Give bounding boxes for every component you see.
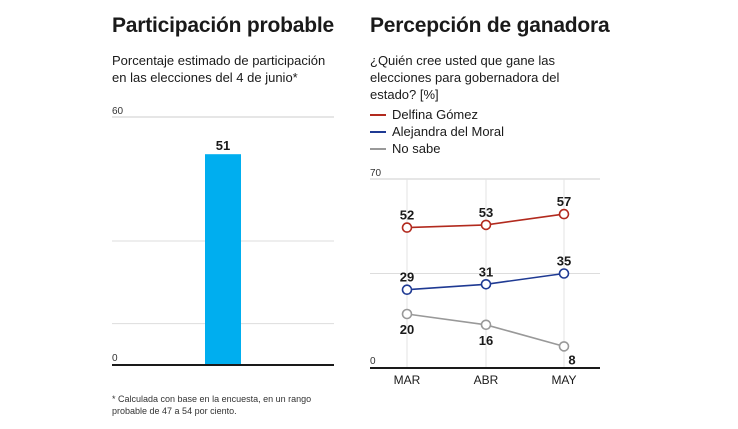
line-y-tick-max: 70	[370, 168, 382, 179]
line-x-tick-may: MAY	[551, 373, 576, 387]
line-point-delfina-abr	[480, 219, 492, 231]
line-value-delfina-abr: 53	[479, 205, 493, 220]
legend-item-alejandra: Alejandra del Moral	[370, 123, 504, 140]
line-point-alejandra-mar	[401, 284, 413, 296]
line-value-nosabe-abr: 16	[479, 333, 493, 348]
legend-swatch-alejandra	[370, 131, 386, 133]
bar-y-tick-min: 0	[112, 353, 118, 364]
chart-subtitle-percepcion: ¿Quién cree usted que gane las eleccione…	[370, 53, 560, 102]
line-value-delfina-may: 57	[557, 194, 571, 209]
line-point-nosabe-may	[558, 341, 570, 352]
line-point-nosabe-mar	[401, 308, 413, 320]
line-y-tick-min: 0	[370, 356, 376, 367]
line-point-delfina-may	[558, 208, 570, 220]
chart-footnote: * Calculada con base en la encuesta, en …	[112, 394, 312, 416]
line-point-alejandra-abr	[480, 278, 492, 290]
line-x-tick-abr: ABR	[474, 373, 499, 387]
line-point-alejandra-may	[558, 268, 570, 279]
line-value-alejandra-mar: 29	[400, 270, 414, 285]
chart-legend: Delfina Gómez Alejandra del Moral No sab…	[370, 106, 504, 157]
chart-title-percepcion: Percepción de ganadora	[370, 14, 610, 37]
line-point-nosabe-abr	[480, 319, 492, 331]
line-value-delfina-mar: 52	[400, 208, 414, 223]
line-value-nosabe-may: 8	[568, 352, 575, 367]
line-value-alejandra-may: 35	[557, 254, 571, 269]
line-point-delfina-mar	[401, 222, 413, 233]
legend-swatch-delfina	[370, 114, 386, 116]
bar-value-label: 51	[216, 138, 230, 153]
legend-label-delfina: Delfina Gómez	[392, 107, 478, 122]
legend-item-delfina: Delfina Gómez	[370, 106, 504, 123]
chart-subtitle-participacion: Porcentaje estimado de participación en …	[112, 53, 326, 85]
line-value-nosabe-mar: 20	[400, 322, 414, 337]
line-x-tick-mar: MAR	[394, 373, 421, 387]
bar-participacion	[205, 154, 241, 365]
chart-title-participacion: Participación probable	[112, 14, 334, 37]
legend-label-nosabe: No sabe	[392, 141, 441, 156]
legend-label-alejandra: Alejandra del Moral	[392, 124, 505, 139]
legend-swatch-nosabe	[370, 148, 386, 150]
legend-item-nosabe: No sabe	[370, 140, 504, 157]
line-value-alejandra-abr: 31	[479, 264, 493, 279]
bar-y-tick-max: 60	[112, 106, 124, 117]
